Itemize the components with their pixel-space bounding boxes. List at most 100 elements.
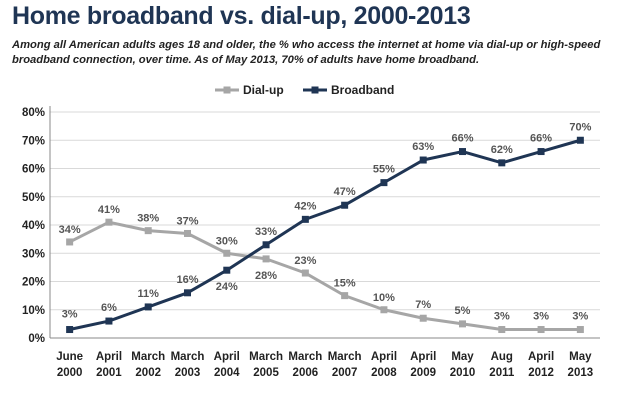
data-label-broadband: 63% bbox=[412, 141, 434, 153]
data-label-broadband: 66% bbox=[451, 133, 473, 145]
data-label-broadband: 55% bbox=[373, 164, 395, 176]
x-tick-label: 2012 bbox=[528, 367, 554, 379]
data-point-broadband bbox=[341, 201, 349, 209]
y-tick-label: 0% bbox=[28, 333, 45, 345]
data-label-dial-up: 41% bbox=[98, 204, 120, 216]
data-point-broadband bbox=[459, 148, 466, 156]
y-tick-label: 30% bbox=[22, 248, 45, 260]
data-label-broadband: 66% bbox=[530, 133, 552, 145]
y-tick-label: 80% bbox=[22, 107, 45, 119]
data-point-broadband bbox=[184, 289, 191, 297]
data-point-dial-up bbox=[380, 306, 388, 314]
data-label-dial-up: 30% bbox=[216, 235, 238, 247]
data-label-broadband: 11% bbox=[138, 288, 160, 300]
x-tick-label: 2002 bbox=[135, 367, 161, 379]
legend-label: Dial-up bbox=[243, 83, 284, 97]
data-label-broadband: 33% bbox=[255, 226, 277, 238]
y-tick-label: 60% bbox=[22, 164, 45, 176]
chart-subtitle: Among all American adults ages 18 and ol… bbox=[12, 39, 601, 66]
x-tick-label: 2010 bbox=[450, 367, 476, 379]
legend-marker bbox=[223, 86, 231, 94]
y-tick-label: 20% bbox=[22, 277, 45, 289]
data-point-dial-up bbox=[262, 255, 270, 263]
data-point-dial-up bbox=[459, 320, 466, 328]
x-tick-label: 2003 bbox=[175, 367, 201, 379]
x-tick-label: June bbox=[56, 351, 83, 363]
data-point-dial-up bbox=[341, 292, 349, 300]
data-point-dial-up bbox=[105, 218, 113, 226]
x-tick-label: 2000 bbox=[57, 367, 83, 379]
series-line-dial-up bbox=[68, 220, 581, 332]
x-tick-label: April bbox=[214, 351, 240, 363]
x-tick-label: March bbox=[288, 351, 322, 363]
data-point-broadband bbox=[498, 159, 506, 167]
data-label-dial-up: 10% bbox=[373, 292, 395, 304]
x-tick-label: March bbox=[131, 351, 165, 363]
data-point-dial-up bbox=[498, 326, 506, 334]
legend-label: Broadband bbox=[331, 83, 394, 97]
data-label-dial-up: 3% bbox=[494, 311, 510, 323]
x-tick-label: 2011 bbox=[489, 367, 515, 379]
x-tick-label: Aug bbox=[491, 351, 513, 363]
data-label-dial-up: 3% bbox=[533, 311, 549, 323]
data-point-broadband bbox=[576, 136, 584, 144]
data-point-broadband bbox=[223, 266, 231, 274]
series-line-broadband bbox=[69, 138, 581, 331]
x-tick-label: 2013 bbox=[568, 367, 594, 379]
data-label-broadband: 42% bbox=[294, 200, 316, 212]
x-tick-label: 2005 bbox=[253, 367, 279, 379]
data-label-dial-up: 3% bbox=[572, 311, 588, 323]
y-tick-label: 70% bbox=[22, 135, 45, 147]
data-point-broadband bbox=[105, 317, 113, 325]
data-point-broadband bbox=[537, 148, 545, 156]
legend-marker bbox=[311, 86, 319, 94]
x-tick-label: 2007 bbox=[332, 367, 358, 379]
x-tick-label: April bbox=[371, 351, 397, 363]
data-label-dial-up: 38% bbox=[137, 213, 159, 225]
x-tick-label: 2009 bbox=[410, 367, 436, 379]
x-tick-label: 2006 bbox=[293, 367, 319, 379]
x-tick-label: 2008 bbox=[371, 367, 397, 379]
data-label-dial-up: 34% bbox=[59, 224, 81, 236]
y-tick-label: 40% bbox=[22, 220, 45, 232]
chart-title: Home broadband vs. dial-up, 2000-2013 bbox=[12, 2, 471, 30]
data-point-dial-up bbox=[66, 238, 74, 246]
y-tick-label: 10% bbox=[22, 305, 45, 317]
data-label-broadband: 70% bbox=[569, 121, 591, 133]
y-tick-label: 50% bbox=[22, 192, 45, 204]
data-point-broadband bbox=[262, 241, 270, 249]
data-point-dial-up bbox=[419, 314, 427, 322]
data-label-broadband: 24% bbox=[216, 281, 238, 293]
data-point-dial-up bbox=[223, 249, 231, 257]
data-point-broadband bbox=[144, 303, 152, 311]
x-tick-label: 2001 bbox=[96, 367, 122, 379]
data-point-broadband bbox=[301, 215, 309, 223]
x-tick-label: April bbox=[96, 351, 122, 363]
data-label-dial-up: 23% bbox=[294, 255, 316, 267]
data-label-broadband: 47% bbox=[334, 186, 356, 198]
x-tick-label: March bbox=[328, 351, 362, 363]
data-point-dial-up bbox=[184, 229, 191, 237]
data-point-dial-up bbox=[537, 326, 545, 334]
x-tick-label: May bbox=[569, 351, 592, 363]
data-label-broadband: 6% bbox=[101, 302, 117, 314]
x-tick-label: March bbox=[249, 351, 283, 363]
x-tick-label: April bbox=[410, 351, 436, 363]
x-tick-label: March bbox=[171, 351, 205, 363]
data-label-dial-up: 7% bbox=[415, 299, 431, 311]
data-point-broadband bbox=[419, 156, 427, 164]
x-tick-label: April bbox=[528, 351, 554, 363]
data-point-dial-up bbox=[576, 326, 584, 334]
data-label-broadband: 16% bbox=[176, 274, 198, 286]
data-point-dial-up bbox=[144, 227, 152, 235]
data-label-dial-up: 15% bbox=[334, 278, 356, 290]
data-point-broadband bbox=[380, 179, 388, 187]
data-point-dial-up bbox=[301, 269, 309, 277]
data-label-dial-up: 28% bbox=[255, 270, 277, 282]
x-tick-label: May bbox=[451, 351, 474, 363]
data-point-broadband bbox=[66, 326, 74, 334]
data-label-broadband: 3% bbox=[62, 309, 78, 321]
data-label-dial-up: 37% bbox=[176, 215, 198, 227]
data-label-dial-up: 5% bbox=[455, 305, 471, 317]
